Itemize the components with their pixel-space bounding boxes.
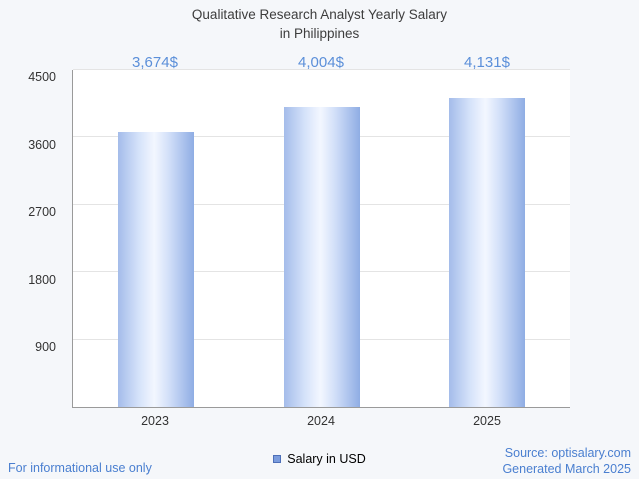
- plot-area: [72, 69, 570, 408]
- x-tick-label-2024: 2024: [307, 414, 335, 428]
- bar-column-2023: [73, 70, 239, 407]
- bars-container: [73, 70, 570, 407]
- legend-label: Salary in USD: [287, 452, 366, 466]
- generated-date: Generated March 2025: [502, 461, 631, 476]
- bar-value-label-2023: 3,674$: [132, 54, 178, 71]
- x-tick-label-2023: 2023: [141, 414, 169, 428]
- source-link[interactable]: Source: optisalary.com: [504, 445, 631, 460]
- chart-title-line2: in Philippines: [279, 25, 360, 41]
- bar-value-label-2024: 4,004$: [298, 54, 344, 71]
- bar-column-2024: [239, 70, 405, 407]
- source-block: Source: optisalary.com Generated March 2…: [502, 445, 631, 478]
- bar-2024: [283, 107, 360, 407]
- bar-column-2025: [404, 70, 570, 407]
- bar-value-label-2025: 4,131$: [464, 54, 510, 71]
- disclaimer-text: For informational use only: [8, 461, 152, 475]
- x-axis-labels: 2023 2024 2025: [72, 414, 570, 428]
- legend-marker-icon: [273, 455, 282, 463]
- bar-2025: [449, 97, 526, 407]
- chart-title-line1: Qualitative Research Analyst Yearly Sala…: [191, 7, 448, 22]
- legend[interactable]: Salary in USD: [0, 452, 639, 466]
- y-axis-tick-labels: 900 1800 2700 3600 4500: [28, 70, 56, 355]
- x-tick-label-2025: 2025: [473, 414, 501, 428]
- gridline-4500: [73, 69, 570, 70]
- bar-2023: [117, 131, 194, 407]
- bar-value-labels: 3,674$ 4,004$ 4,131$: [72, 54, 570, 71]
- chart-title: Qualitative Research Analyst Yearly Sala…: [0, 6, 639, 44]
